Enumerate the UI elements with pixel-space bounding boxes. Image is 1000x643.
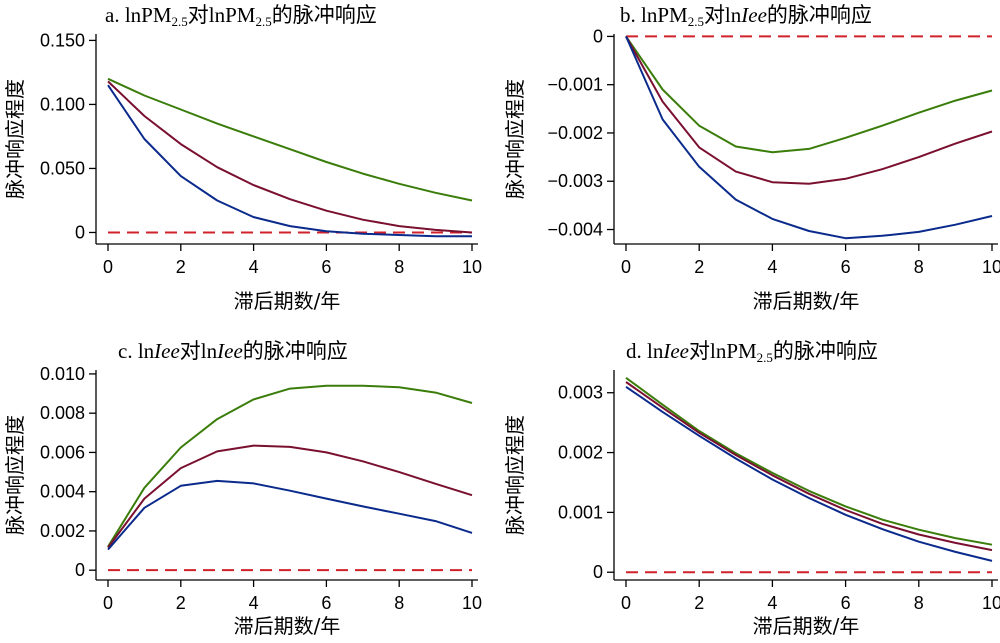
panel-title-part: 对lnPM xyxy=(188,3,256,27)
panel-title-part: d. ln xyxy=(626,339,664,363)
panel-title-part: b. lnPM xyxy=(620,3,688,27)
panel-title-part: 的脉冲响应 xyxy=(773,339,878,363)
x-tick-label: 2 xyxy=(176,593,186,613)
panel-title-part: Iee xyxy=(216,339,243,363)
x-tick-label: 6 xyxy=(321,593,331,613)
x-tick-label: 8 xyxy=(394,593,404,613)
x-tick-label: 10 xyxy=(982,257,1000,277)
panel-title-part: a. lnPM xyxy=(105,3,172,27)
y-axis-label: 脉冲响应程度 xyxy=(3,79,27,199)
series-line-lower xyxy=(625,35,993,240)
panel-title-part: Iee xyxy=(153,339,180,363)
y-tick-label: 0.002 xyxy=(558,443,603,463)
panel-title-part: 对lnPM xyxy=(689,339,757,363)
y-tick-label: −0.004 xyxy=(547,220,603,240)
x-tick-label: 10 xyxy=(982,593,1000,613)
panel-title: b. lnPM2.5对lnIee的脉冲响应 xyxy=(620,3,872,29)
series-line-mid xyxy=(625,381,993,552)
series-line-upper xyxy=(625,35,993,154)
panel-title-part: 2.5 xyxy=(688,14,704,29)
panel-title-part: Iee xyxy=(740,3,767,27)
series-line-lower xyxy=(107,84,472,238)
y-tick-label: 0 xyxy=(593,562,603,582)
y-tick-label: 0.001 xyxy=(558,502,603,522)
x-tick-label: 4 xyxy=(767,593,777,613)
series-line-upper xyxy=(625,376,993,546)
x-tick-label: 10 xyxy=(462,593,482,613)
y-tick-label: 0.010 xyxy=(40,364,85,384)
y-tick-label: 0.008 xyxy=(40,403,85,423)
series-line-upper xyxy=(107,77,473,202)
x-axis-label: 滞后期数/年 xyxy=(234,289,341,313)
panel-title-part: 2.5 xyxy=(172,14,188,29)
x-tick-label: 4 xyxy=(767,257,777,277)
y-tick-label: 0 xyxy=(75,560,85,580)
panel-title: c. lnIee对lnIee的脉冲响应 xyxy=(118,339,348,363)
panel-title-part: 的脉冲响应 xyxy=(272,3,377,27)
panel-title-part: c. ln xyxy=(118,339,155,363)
x-tick-label: 0 xyxy=(621,257,631,277)
x-tick-label: 8 xyxy=(914,593,924,613)
panel-title: d. lnIee对lnPM2.5的脉冲响应 xyxy=(626,339,878,365)
panel-a: a. lnPM2.5对lnPM2.5的脉冲响应00.0500.1000.1500… xyxy=(3,3,482,313)
panel-b: b. lnPM2.5对lnIee的脉冲响应 0 −0.001 −0.002 −0.003… xyxy=(503,3,1000,313)
series-line-lower xyxy=(107,479,473,551)
x-tick-label: 0 xyxy=(103,593,113,613)
x-tick-label: 2 xyxy=(694,593,704,613)
series-line-mid xyxy=(625,35,993,185)
y-tick-label: 0 xyxy=(75,222,85,242)
panel-title-part: 2.5 xyxy=(255,14,271,29)
panel-title-part: 对ln xyxy=(704,3,742,27)
x-tick-label: 2 xyxy=(176,257,186,277)
y-axis-label: 脉冲响应程度 xyxy=(503,415,527,535)
series-line-lower xyxy=(625,385,993,562)
y-tick-label: −0.003 xyxy=(547,171,603,191)
y-tick-label: −0.001 xyxy=(547,75,603,95)
x-axis-label: 滞后期数/年 xyxy=(234,614,341,638)
x-tick-label: 0 xyxy=(103,257,113,277)
panel-title-part: Iee xyxy=(662,339,689,363)
x-tick-label: 6 xyxy=(841,257,851,277)
panel-title-part: 2.5 xyxy=(757,350,773,365)
x-tick-label: 4 xyxy=(249,257,259,277)
x-tick-label: 6 xyxy=(321,257,331,277)
series-line-mid xyxy=(107,80,473,234)
y-tick-label: 0.150 xyxy=(40,30,85,50)
x-tick-label: 0 xyxy=(621,593,631,613)
x-axis-label: 滞后期数/年 xyxy=(753,614,860,638)
x-axis-label: 滞后期数/年 xyxy=(753,289,860,313)
y-tick-label: 0.003 xyxy=(558,383,603,403)
panel-title-part: 的脉冲响应 xyxy=(767,3,872,27)
panel-title-part: 的脉冲响应 xyxy=(243,339,348,363)
x-tick-label: 8 xyxy=(914,257,924,277)
y-tick-label: 0.004 xyxy=(40,482,85,502)
y-axis-label: 脉冲响应程度 xyxy=(3,415,27,535)
panel-title-part: 对ln xyxy=(180,339,218,363)
y-tick-label: 0.050 xyxy=(40,158,85,178)
y-tick-label: 0.006 xyxy=(40,442,85,462)
x-tick-label: 2 xyxy=(694,257,704,277)
panel-d: d. lnIee对lnPM2.5的脉冲响应 0 0.001 0.002 0.003 0 2 4… xyxy=(503,339,1000,638)
y-tick-label: 0.100 xyxy=(40,94,85,114)
x-tick-label: 8 xyxy=(394,257,404,277)
panel-c: c. lnIee对lnIee的脉冲响应00.0020.0040.0060.008… xyxy=(3,339,482,638)
x-tick-label: 10 xyxy=(462,257,482,277)
panel-title: a. lnPM2.5对lnPM2.5的脉冲响应 xyxy=(105,3,377,29)
series-line-mid xyxy=(107,444,473,549)
series-line-upper xyxy=(107,384,473,548)
y-tick-label: 0.002 xyxy=(40,521,85,541)
y-tick-label: 0 xyxy=(593,26,603,46)
y-tick-label: −0.002 xyxy=(547,123,603,143)
x-tick-label: 6 xyxy=(841,593,851,613)
y-axis-label: 脉冲响应程度 xyxy=(503,79,527,199)
x-tick-label: 4 xyxy=(249,593,259,613)
